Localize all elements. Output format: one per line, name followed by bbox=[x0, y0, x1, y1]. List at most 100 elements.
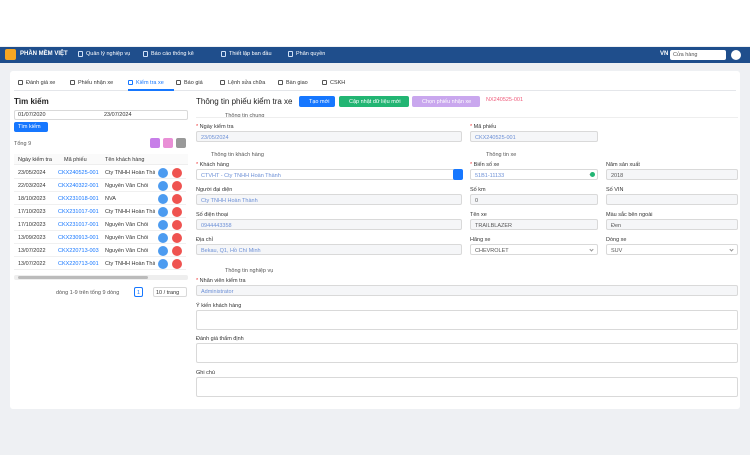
cell-code[interactable]: CKX240525-001 bbox=[58, 170, 99, 176]
field-label: Ngày kiểm tra bbox=[196, 124, 234, 130]
date-range[interactable] bbox=[14, 110, 188, 120]
cell-date: 23/05/2024 bbox=[18, 170, 46, 176]
tool-button[interactable] bbox=[150, 138, 160, 148]
delete-button[interactable] bbox=[172, 168, 182, 178]
field-input[interactable]: CKX240525-001 bbox=[470, 131, 598, 142]
page-size: 10 / trang bbox=[156, 290, 180, 296]
cell-code[interactable]: CKX220713-001 bbox=[58, 261, 99, 267]
page-size-box[interactable] bbox=[153, 287, 187, 297]
edit-button[interactable] bbox=[158, 181, 168, 191]
action-button[interactable] bbox=[299, 96, 335, 107]
row-line bbox=[14, 256, 186, 257]
cell-code[interactable]: CKX240322-001 bbox=[58, 183, 99, 189]
delete-button[interactable] bbox=[172, 207, 182, 217]
row-line bbox=[14, 204, 186, 205]
top-space bbox=[0, 0, 750, 46]
edit-button[interactable] bbox=[158, 194, 168, 204]
field-input[interactable]: Administrator bbox=[196, 285, 738, 296]
search-button-label: Tìm kiếm bbox=[18, 124, 41, 130]
cell-code[interactable]: CKX231018-001 bbox=[58, 196, 99, 202]
field-input[interactable]: 0 bbox=[470, 194, 598, 205]
field-input[interactable]: 0944443358 bbox=[196, 219, 462, 230]
tab[interactable]: Đánh giá xe bbox=[26, 80, 56, 86]
field-input[interactable]: 23/05/2024 bbox=[196, 131, 462, 142]
delete-button[interactable] bbox=[172, 220, 182, 230]
row-line bbox=[14, 178, 186, 179]
menu-item[interactable]: Phân quyền bbox=[296, 51, 326, 57]
cell-code[interactable]: CKX231017-001 bbox=[58, 222, 99, 228]
delete-button[interactable] bbox=[172, 194, 182, 204]
cell-date: 13/09/2023 bbox=[18, 235, 46, 241]
cell-date: 22/03/2024 bbox=[18, 183, 46, 189]
tab[interactable]: Lệnh sửa chữa bbox=[228, 80, 266, 86]
field-input[interactable]: CHEVROLET bbox=[470, 244, 598, 255]
cell-customer: Nguyễn Văn Chối bbox=[105, 222, 149, 228]
field-label: Nhân viên kiểm tra bbox=[196, 278, 246, 284]
column-header: Tên khách hàng bbox=[105, 157, 145, 163]
edit-button[interactable] bbox=[158, 259, 168, 269]
cell-code[interactable]: CKX220713-003 bbox=[58, 248, 99, 254]
delete-button[interactable] bbox=[172, 259, 182, 269]
add-customer-button[interactable] bbox=[453, 169, 463, 180]
field-input[interactable]: CTVHT - Cty TNHH Hoàn Thành bbox=[196, 169, 462, 180]
field-value: Đen bbox=[611, 222, 622, 229]
field-input[interactable]: Bekau, Q1, Hồ Chí Minh bbox=[196, 244, 462, 255]
field-input[interactable]: 2018 bbox=[606, 169, 738, 180]
page-box[interactable] bbox=[134, 287, 143, 297]
edit-button[interactable] bbox=[158, 246, 168, 256]
field-value: 0944443358 bbox=[201, 222, 232, 229]
field-input[interactable] bbox=[196, 377, 738, 397]
delete-button[interactable] bbox=[172, 233, 182, 243]
edit-button[interactable] bbox=[158, 233, 168, 243]
menu-item[interactable]: Báo cáo thống kê bbox=[151, 51, 194, 57]
page-number: 1 bbox=[137, 290, 141, 296]
tab[interactable]: Báo giá bbox=[184, 80, 203, 86]
field-label: Ghi chú bbox=[196, 370, 215, 376]
tool-button[interactable] bbox=[163, 138, 173, 148]
row-line bbox=[14, 217, 186, 218]
edit-button[interactable] bbox=[158, 168, 168, 178]
field-input[interactable] bbox=[196, 343, 738, 363]
tab[interactable]: Phiếu nhận xe bbox=[78, 80, 114, 86]
tab-icon bbox=[176, 80, 181, 85]
lang[interactable]: VN bbox=[660, 51, 669, 57]
tab[interactable]: Kiểm tra xe bbox=[136, 80, 164, 86]
delete-button[interactable] bbox=[172, 181, 182, 191]
field-input[interactable] bbox=[196, 310, 738, 330]
cell-customer: Nguyễn Văn Chối bbox=[105, 248, 149, 254]
row-line bbox=[14, 191, 186, 192]
field-value: CHEVROLET bbox=[475, 247, 509, 254]
row-line bbox=[14, 269, 186, 270]
tab-icon bbox=[70, 80, 75, 85]
search-button[interactable] bbox=[14, 122, 48, 132]
tool-button[interactable] bbox=[176, 138, 186, 148]
tab[interactable]: CSKH bbox=[330, 80, 346, 86]
edit-button[interactable] bbox=[158, 207, 168, 217]
field-input[interactable]: TRAILBLAZER bbox=[470, 219, 598, 230]
field-input[interactable]: 51B1-11133 bbox=[470, 169, 598, 180]
action-button[interactable] bbox=[412, 96, 480, 107]
action-button-label: Tạo mới bbox=[309, 99, 330, 105]
field-value: Bekau, Q1, Hồ Chí Minh bbox=[201, 247, 261, 254]
cell-code[interactable]: CKX231017-001 bbox=[58, 209, 99, 215]
logo bbox=[5, 49, 16, 60]
field-input[interactable] bbox=[606, 194, 738, 205]
tab-icon bbox=[18, 80, 23, 85]
field-input[interactable]: Đen bbox=[606, 219, 738, 230]
date-to: 23/07/2024 bbox=[104, 112, 132, 118]
user-icon[interactable] bbox=[731, 50, 741, 60]
cell-code[interactable]: CKX230913-001 bbox=[58, 235, 99, 241]
tab[interactable]: Bàn giao bbox=[286, 80, 308, 86]
field-input[interactable]: Cty TNHH Hoàn Thành bbox=[196, 194, 462, 205]
action-button[interactable] bbox=[339, 96, 409, 107]
field-label: Số VIN bbox=[606, 187, 624, 193]
edit-button[interactable] bbox=[158, 220, 168, 230]
store-placeholder: Cửa hàng bbox=[673, 52, 698, 58]
field-input[interactable]: SUV bbox=[606, 244, 738, 255]
delete-button[interactable] bbox=[172, 246, 182, 256]
cell-date: 17/10/2023 bbox=[18, 222, 46, 228]
menu-item[interactable]: Thiết lập ban đầu bbox=[229, 51, 272, 57]
menu-item[interactable]: Quản lý nghiệp vụ bbox=[86, 51, 131, 57]
store-select[interactable]: Cửa hàng bbox=[670, 50, 726, 60]
